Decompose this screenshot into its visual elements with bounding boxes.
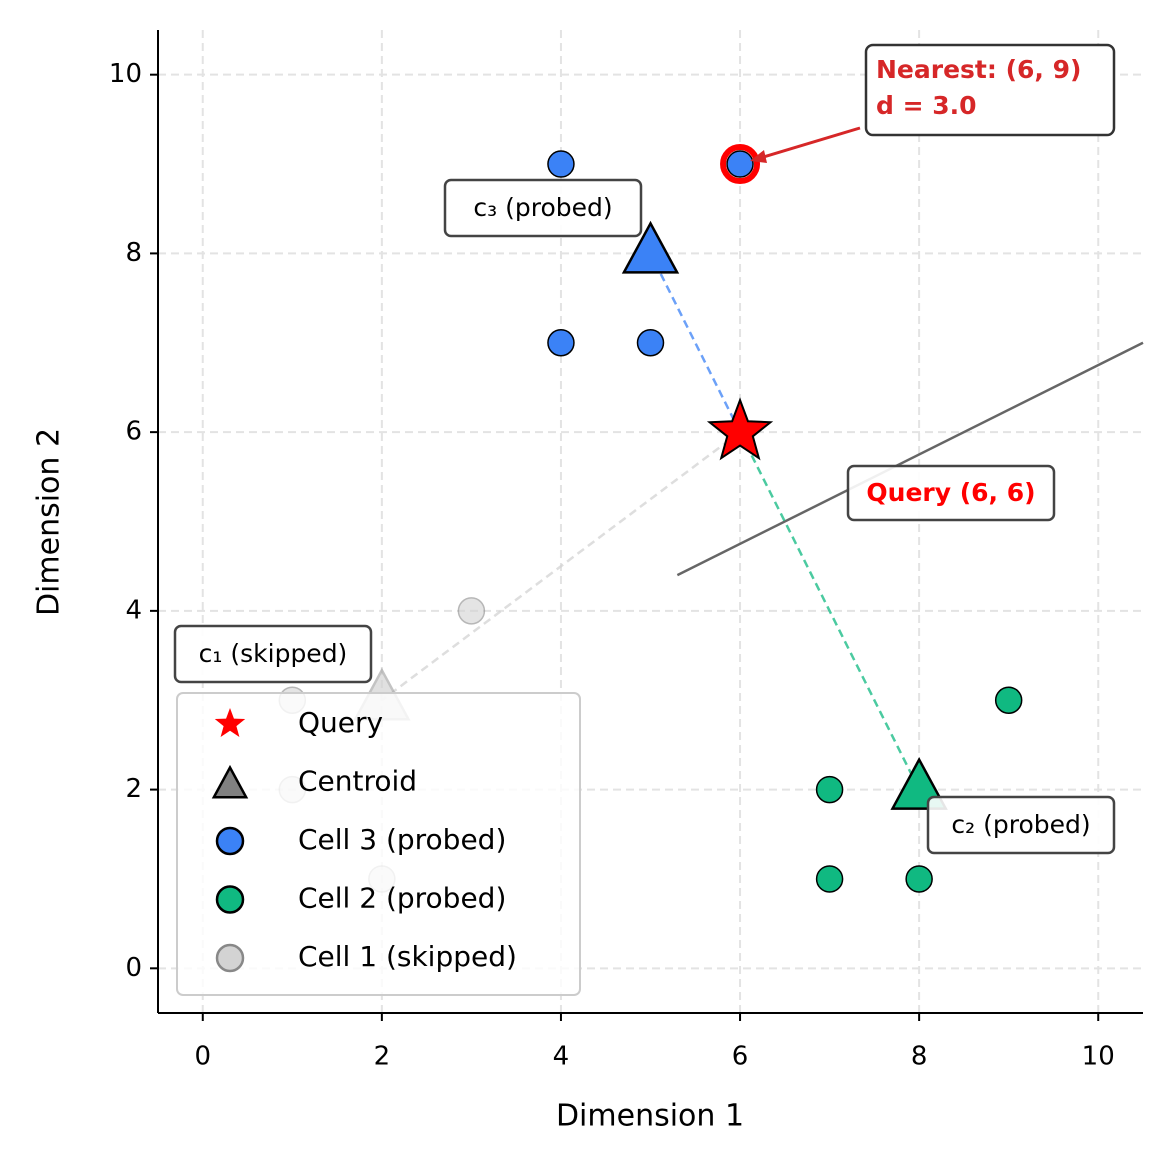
legend: Query Centroid Cell 3 (probed) Cell 2 (prob…: [176, 692, 581, 996]
x-tick-label: 10: [1082, 1042, 1115, 1072]
point: [547, 150, 575, 178]
centroid-label: c₁ (skipped): [199, 639, 348, 668]
point: [994, 686, 1023, 714]
query-label: Query (6, 6): [866, 478, 1035, 507]
annotation-box: [864, 43, 1116, 137]
legend-label: Cell 1 (skipped): [298, 940, 517, 973]
y-axis-label: Dimension 2: [32, 428, 67, 616]
distance-line: [649, 252, 742, 433]
centroid-label: c₃ (probed): [473, 193, 612, 222]
distance-line: [381, 431, 741, 702]
x-axis-label: Dimension 1: [556, 1099, 744, 1134]
x-tick-label: 2: [374, 1042, 391, 1072]
y-tick-label: 0: [125, 953, 142, 983]
annotation-text: d = 3.0: [876, 91, 977, 120]
x-tick-label: 6: [732, 1042, 749, 1072]
annotation-arrow: [759, 126, 861, 160]
legend-marker: [211, 764, 249, 799]
legend-label: Query: [298, 706, 383, 739]
point: [636, 329, 665, 357]
legend-box: [176, 692, 581, 996]
legend-label: Centroid: [298, 765, 417, 798]
legend-label: Cell 3 (probed): [298, 823, 506, 856]
point: [815, 775, 844, 804]
arrow-head: [750, 150, 767, 163]
point: [905, 865, 933, 893]
centroid-label-box: [173, 624, 373, 684]
x-tick-label: 0: [194, 1042, 211, 1072]
legend-marker: [215, 943, 245, 973]
centroid-label-box: [443, 178, 643, 238]
y-tick-label: 2: [125, 774, 142, 804]
y-tick-label: 6: [125, 417, 142, 447]
nearest-ring: [720, 144, 761, 185]
point: [815, 865, 844, 893]
point: [726, 150, 754, 178]
centroid: [621, 220, 680, 274]
legend-label: Cell 2 (probed): [298, 882, 506, 915]
legend-marker: [214, 708, 246, 737]
legend-marker: [215, 826, 245, 856]
legend-marker: [215, 885, 245, 914]
boundary-line: [676, 341, 1144, 577]
x-tick-label: 8: [911, 1042, 928, 1072]
query-label-box: [846, 464, 1056, 522]
distance-line: [738, 431, 921, 791]
y-tick-label: 4: [125, 595, 142, 625]
y-tick-label: 10: [109, 59, 142, 89]
annotation-text: Nearest: (6, 9): [876, 55, 1081, 84]
point: [457, 597, 486, 625]
centroid-label-box: [926, 795, 1116, 855]
centroid-label: c₂ (probed): [951, 810, 1090, 839]
point: [547, 329, 575, 357]
y-tick-label: 8: [125, 238, 142, 268]
query-star: [706, 397, 774, 461]
x-tick-label: 4: [553, 1042, 570, 1072]
